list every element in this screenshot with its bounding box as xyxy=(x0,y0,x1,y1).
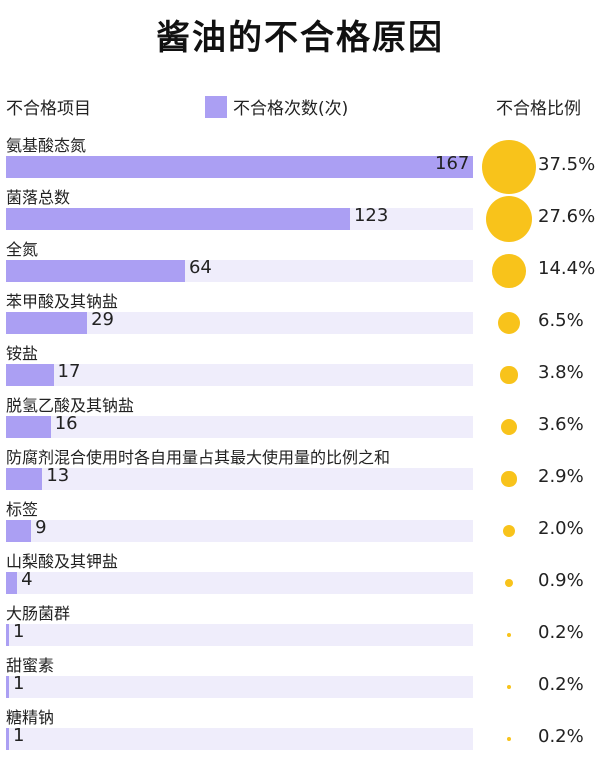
bar-value-label: 167 xyxy=(435,153,470,174)
category-label: 甜蜜素 xyxy=(6,656,55,675)
bar xyxy=(6,728,9,750)
bar xyxy=(6,260,185,282)
bar-track xyxy=(6,572,473,594)
chart-row: 菌落总数 123 27.6% xyxy=(0,184,600,243)
category-label: 苯甲酸及其钠盐 xyxy=(6,292,119,311)
bar-value-label: 17 xyxy=(57,361,81,382)
ratio-label: 6.5% xyxy=(538,310,584,331)
chart-row: 铵盐 17 3.8% xyxy=(0,340,600,392)
bar xyxy=(6,208,350,230)
ratio-bubble xyxy=(500,418,518,436)
category-label: 标签 xyxy=(6,500,39,519)
category-label: 糖精钠 xyxy=(6,708,55,727)
ratio-bubble xyxy=(507,633,511,637)
ratio-bubble xyxy=(482,140,536,194)
ratio-bubble xyxy=(507,737,511,741)
ratio-label: 3.8% xyxy=(538,362,584,383)
chart-row: 甜蜜素 1 0.2% xyxy=(0,652,600,704)
ratio-label: 0.2% xyxy=(538,674,584,695)
ratio-label: 0.2% xyxy=(538,622,584,643)
bar-track xyxy=(6,208,473,230)
ratio-bubble xyxy=(504,578,514,588)
ratio-label: 0.9% xyxy=(538,570,584,591)
bar-value-label: 1 xyxy=(13,725,25,746)
bar xyxy=(6,364,54,386)
bar xyxy=(6,468,43,490)
bar-value-label: 16 xyxy=(54,413,78,434)
bar-track xyxy=(6,676,473,698)
bar xyxy=(6,156,473,178)
ratio-bubble xyxy=(500,366,518,384)
ratio-bubble xyxy=(485,195,533,243)
bar-value-label: 13 xyxy=(46,465,70,486)
chart-row: 标签 9 2.0% xyxy=(0,496,600,548)
chart-row: 山梨酸及其钾盐 4 0.9% xyxy=(0,548,600,600)
ratio-bubble xyxy=(502,524,516,538)
bar-track xyxy=(6,624,473,646)
chart-title: 酱油的不合格原因 xyxy=(156,18,444,58)
item-column-header: 不合格项目 xyxy=(6,99,91,119)
bar xyxy=(6,572,18,594)
bar-track xyxy=(6,416,473,438)
bar-value-label: 123 xyxy=(353,205,389,226)
category-label: 全氮 xyxy=(6,240,39,259)
bar xyxy=(6,624,9,646)
bar-value-label: 1 xyxy=(13,673,25,694)
chart-row: 苯甲酸及其钠盐 29 6.5% xyxy=(0,288,600,340)
bar-value-label: 64 xyxy=(188,257,212,278)
ratio-label: 2.0% xyxy=(538,518,584,539)
bar-track xyxy=(6,156,473,178)
category-label: 防腐剂混合使用时各自用量占其最大使用量的比例之和 xyxy=(6,448,391,467)
bar xyxy=(6,676,9,698)
bar-track xyxy=(6,520,473,542)
ratio-label: 14.4% xyxy=(538,258,596,279)
chart-row: 防腐剂混合使用时各自用量占其最大使用量的比例之和 13 2.9% xyxy=(0,444,600,496)
bar-value-label: 4 xyxy=(21,569,33,590)
ratio-label: 27.6% xyxy=(538,206,596,227)
bar-value-label: 1 xyxy=(13,621,25,642)
bar-track xyxy=(6,468,473,490)
chart-row: 糖精钠 1 0.2% xyxy=(0,704,600,756)
ratio-label: 3.6% xyxy=(538,414,584,435)
bar xyxy=(6,416,51,438)
legend-swatch xyxy=(205,95,227,118)
category-label: 铵盐 xyxy=(6,344,39,363)
category-label: 脱氢乙酸及其钠盐 xyxy=(6,396,135,415)
bar-value-label: 9 xyxy=(35,517,47,538)
ratio-bubble xyxy=(501,471,517,487)
bar-value-label: 29 xyxy=(91,309,114,330)
chart-row: 脱氢乙酸及其钠盐 16 3.6% xyxy=(0,392,600,444)
category-label: 山梨酸及其钾盐 xyxy=(6,552,119,571)
category-label: 大肠菌群 xyxy=(6,604,71,623)
chart-row: 大肠菌群 1 0.2% xyxy=(0,600,600,652)
bar-track xyxy=(6,260,473,282)
ratio-label: 0.2% xyxy=(538,726,584,747)
category-label: 氨基酸态氮 xyxy=(6,136,87,155)
ratio-column-header: 不合格比例 xyxy=(496,99,581,119)
ratio-label: 2.9% xyxy=(538,466,584,487)
ratio-bubble xyxy=(507,685,511,689)
chart-row: 全氮 64 14.4% xyxy=(0,236,600,288)
category-label: 菌落总数 xyxy=(6,188,71,207)
bar xyxy=(6,312,88,334)
legend: 不合格次数(次) xyxy=(205,94,348,119)
bar xyxy=(6,520,32,542)
ratio-label: 37.5% xyxy=(538,154,596,175)
bar-track xyxy=(6,364,473,386)
legend-label: 不合格次数(次) xyxy=(233,99,349,119)
bar-track xyxy=(6,728,473,750)
ratio-bubble xyxy=(492,254,526,288)
bar-track xyxy=(6,312,473,334)
chart-row: 氨基酸态氮 167 37.5% xyxy=(0,132,600,194)
ratio-bubble xyxy=(497,311,521,335)
chart-rows: 氨基酸态氮 167 37.5% 菌落总数 123 27.6% 全氮 64 14.4% 苯甲酸及其钠… xyxy=(0,132,600,756)
